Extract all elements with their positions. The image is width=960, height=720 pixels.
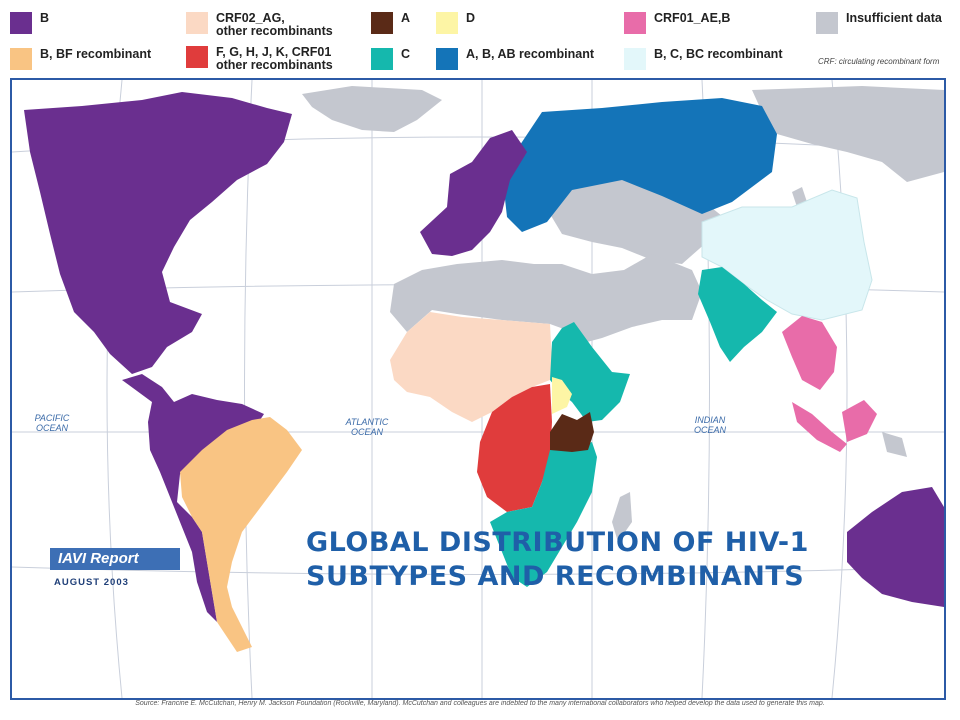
region-west-africa-crf02: [390, 312, 552, 422]
legend-swatch: [10, 48, 32, 70]
legend-item-fghjk: F, G, H, J, K, CRF01 other recombinants: [186, 46, 333, 72]
legend-label: CRF01_AE,B: [654, 11, 731, 25]
ocean-label-indian: INDIAN OCEAN: [693, 415, 726, 435]
legend-item-b: B: [10, 12, 49, 34]
legend-item-b-bf: B, BF recombinant: [10, 48, 151, 70]
legend-label: D: [466, 11, 476, 25]
legend-swatch: [624, 48, 646, 70]
issue-date: AUGUST 2003: [54, 577, 129, 588]
legend-swatch: [624, 12, 646, 34]
title-line-2: SUBTYPES AND RECOMBINANTS: [306, 561, 805, 592]
legend-item-c: C: [371, 48, 410, 70]
legend-label: F, G, H, J, K, CRF01 other recombinants: [216, 45, 333, 72]
world-map: PACIFIC OCEAN ATLANTIC OCEAN INDIAN OCEA…: [10, 78, 946, 700]
region-subtype-a: [550, 412, 594, 452]
publication-logo: IAVI Report: [50, 548, 180, 570]
legend-item-crf02: CRF02_AG, other recombinants: [186, 12, 333, 38]
crf-note: CRF: circulating recombinant form: [818, 57, 940, 66]
map-title: GLOBAL DISTRIBUTION OF HIV-1 SUBTYPES AN…: [306, 526, 866, 594]
legend-swatch: [10, 12, 32, 34]
region-crf01-ae-b: [782, 316, 877, 452]
legend-label: A: [401, 11, 411, 25]
map-canvas: [12, 80, 944, 698]
legend-item-insufficient: Insufficient data: [816, 12, 942, 34]
ocean-label-atlantic: ATLANTIC OCEAN: [345, 417, 389, 437]
legend-swatch: [371, 12, 393, 34]
region-subtype-d: [552, 377, 572, 414]
legend-swatch: [436, 12, 458, 34]
source-note: Source: Francine E. McCutchan, Henry M. …: [135, 700, 825, 707]
legend-item-a: A: [371, 12, 410, 34]
region-central-africa-fghjk: [477, 384, 552, 512]
legend-swatch: [186, 12, 208, 34]
legend-swatch: [371, 48, 393, 70]
legend-item-a-b-ab: A, B, AB recombinant: [436, 48, 594, 70]
legend-item-b-c-bc: B, C, BC recombinant: [624, 48, 783, 70]
legend-label: B: [40, 11, 50, 25]
ocean-label-pacific: PACIFIC OCEAN: [34, 413, 70, 433]
legend-item-d: D: [436, 12, 475, 34]
legend-item-crf01: CRF01_AE,B: [624, 12, 730, 34]
legend-swatch: [186, 46, 208, 68]
legend-label: CRF02_AG, other recombinants: [216, 11, 333, 38]
legend-label: B, C, BC recombinant: [654, 47, 783, 61]
legend-label: A, B, AB recombinant: [466, 47, 595, 61]
region-fsu-ab: [502, 98, 777, 232]
region-bf-recombinant: [180, 417, 302, 652]
legend-label: Insufficient data: [846, 11, 942, 25]
legend-label: C: [401, 47, 411, 61]
legend-swatch: [816, 12, 838, 34]
title-line-1: GLOBAL DISTRIBUTION OF HIV-1: [306, 527, 809, 558]
legend-label: B, BF recombinant: [40, 47, 152, 61]
map-legend: B B, BF recombinant CRF02_AG, other reco…: [0, 0, 960, 80]
legend-swatch: [436, 48, 458, 70]
